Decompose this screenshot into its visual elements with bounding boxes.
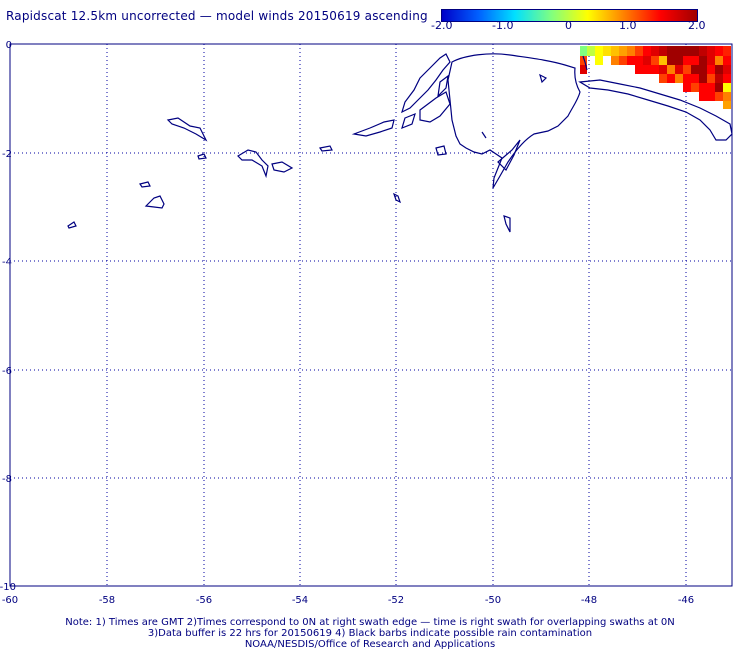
y-axis-labels: 0 -2 -4 -6 -8 -10 [0,40,16,593]
footer-note-line-2: 3)Data buffer is 22 hrs for 20150619 4) … [147,628,593,639]
wind-data-cells [580,46,731,109]
y-tick-label: -10 [0,582,16,593]
plot-frame [9,43,733,587]
x-tick-label: -58 [99,595,115,606]
y-tick-label: -4 [2,257,12,268]
x-tick-label: -52 [388,595,404,606]
gridlines [10,44,732,586]
colorbar [441,9,698,22]
x-tick-label: -56 [196,595,212,606]
colorbar-tick: -2.0 [431,19,453,32]
colorbar-tick: 0 [565,19,572,32]
colorbar-tick: 2.0 [688,19,706,32]
x-tick-label: -50 [485,595,501,606]
x-tick-label: -54 [292,595,308,606]
y-tick-label: -2 [2,149,12,160]
y-tick-label: -8 [2,474,12,485]
x-axis-labels: -60 -58 -56 -54 -52 -50 -48 -46 [2,595,694,606]
y-tick-label: 0 [6,40,12,51]
chart-title: Rapidscat 12.5km uncorrected — model win… [6,9,428,23]
coastline [67,53,733,233]
x-tick-label: -60 [2,595,18,606]
x-tick-label: -48 [581,595,597,606]
x-tick-label: -46 [678,595,694,606]
colorbar-tick: -1.0 [492,19,514,32]
footer-credit: NOAA/NESDIS/Office of Research and Appli… [244,639,496,650]
footer-note-line-1: Note: 1) Times are GMT 2)Times correspon… [65,617,675,628]
colorbar-tick: 1.0 [619,19,637,32]
y-tick-label: -6 [2,366,12,377]
